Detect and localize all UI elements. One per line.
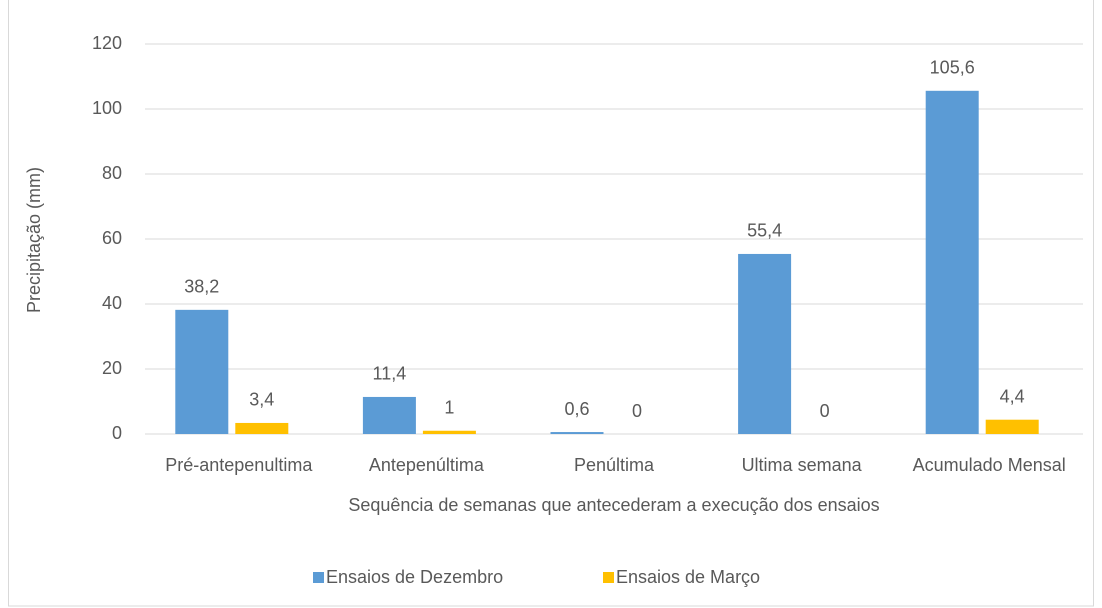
y-tick-label: 100 [92,98,122,118]
legend-swatch [313,572,324,583]
x-tick-label: Penúltima [574,455,655,475]
data-label: 1 [444,398,454,418]
legend-label: Ensaios de Dezembro [326,567,503,587]
data-label: 11,4 [373,364,407,384]
data-label: 55,4 [747,221,782,241]
legend-label: Ensaios de Março [616,567,760,587]
data-label: 105,6 [930,58,975,78]
y-tick-label: 60 [102,228,122,248]
y-tick-label: 80 [102,163,122,183]
bar [362,396,416,434]
x-tick-label: Pré-antepenultima [165,455,313,475]
x-tick-label: Acumulado Mensal [913,455,1066,475]
chart-frame [8,0,1094,607]
y-axis-title: Precipitação (mm) [24,167,44,313]
data-label: 4,4 [1000,386,1025,406]
bar [925,90,979,435]
bar [422,430,476,434]
bar [738,253,792,434]
data-label: 3,4 [249,390,274,410]
data-label: 0 [632,401,642,421]
legend-swatch [603,572,614,583]
x-tick-label: Antepenúltima [369,455,485,475]
y-tick-label: 40 [102,293,122,313]
y-tick-label: 120 [92,33,122,53]
bar [985,419,1039,434]
data-label: 0,6 [564,399,589,419]
y-tick-label: 20 [102,358,122,378]
x-axis-title: Sequência de semanas que antecederam a e… [348,495,879,515]
bar [175,309,229,434]
bar [550,432,604,434]
data-label: 0 [820,401,830,421]
bar [235,422,289,434]
y-tick-label: 0 [112,423,122,443]
data-label: 38,2 [184,277,219,297]
x-tick-label: Ultima semana [742,455,863,475]
